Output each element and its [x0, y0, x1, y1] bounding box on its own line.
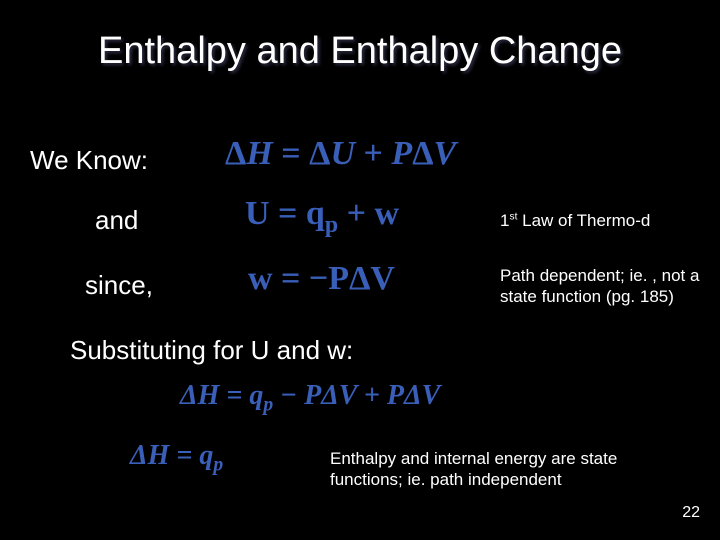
equation-w: w = −PΔV: [248, 260, 395, 298]
note-state-functions: Enthalpy and internal energy are state f…: [330, 448, 650, 491]
slide: Enthalpy and Enthalpy Change We Know: ΔH…: [0, 0, 720, 540]
equation-u: U = qp + w: [245, 195, 399, 239]
note-first-law: 1st Law of Thermo-d: [500, 210, 700, 231]
slide-title: Enthalpy and Enthalpy Change: [0, 30, 720, 73]
equation-substituted: ΔH = qp − PΔV + PΔV: [180, 380, 440, 417]
page-number: 22: [682, 504, 700, 522]
label-substituting: Substituting for U and w:: [70, 335, 353, 366]
equation-result: ΔH = qp: [130, 440, 223, 477]
label-since: since,: [85, 270, 153, 301]
label-and: and: [95, 205, 138, 236]
equation-delta-h: ΔH = ΔU + PΔV: [225, 135, 456, 173]
note-path-dependent: Path dependent; ie. , not a state functi…: [500, 265, 705, 308]
label-we-know: We Know:: [30, 145, 148, 176]
